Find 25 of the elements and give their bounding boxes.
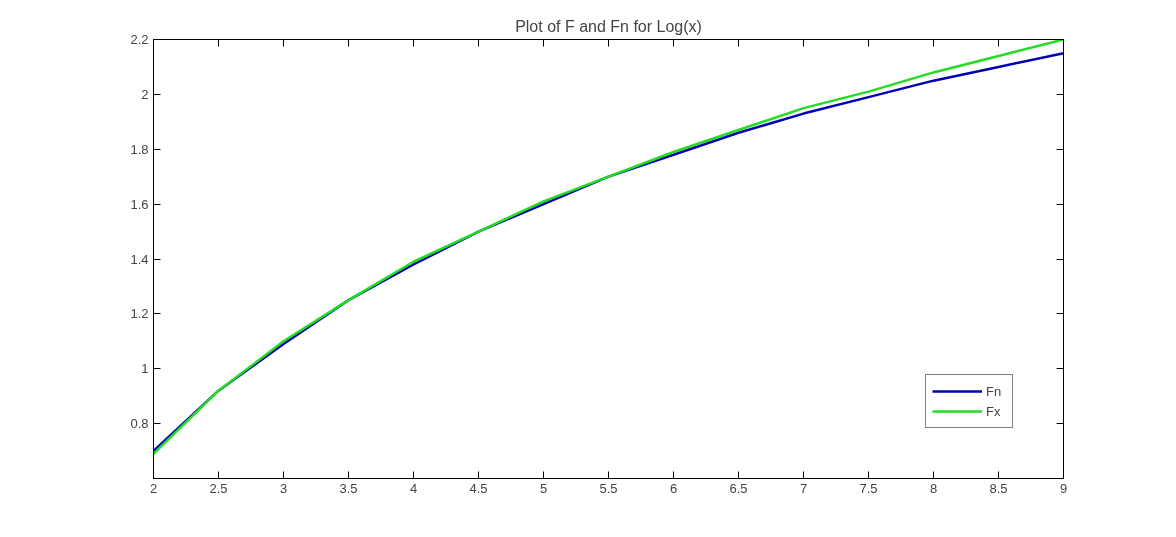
y-tick-label: 2.2 (130, 32, 149, 47)
x-tick-label: 3.5 (339, 480, 358, 496)
x-tick-label: 5 (539, 480, 548, 496)
x-tick-label: 6.5 (729, 480, 748, 496)
legend-label: Fx (986, 403, 1002, 419)
y-tick-label: 2 (141, 86, 149, 102)
x-tick-label: 4 (409, 480, 418, 496)
y-tick-label: 1.8 (130, 141, 149, 157)
x-tick-label: 9 (1059, 480, 1068, 496)
chart-title: Plot of F and Fn for Log(x) (515, 17, 702, 35)
y-tick-label: 1.2 (130, 306, 149, 322)
x-tick-label: 2.5 (209, 480, 228, 496)
y-tick-label: 0.8 (130, 416, 149, 432)
y-tick-label: 1 (141, 361, 149, 377)
x-tick-label: 7.5 (859, 480, 878, 496)
x-tick-label: 8 (929, 480, 938, 496)
y-tick-label: 1.4 (130, 251, 149, 267)
x-tick-label: 6 (669, 480, 678, 496)
legend-label: Fn (986, 383, 1003, 399)
y-tick-label: 1.6 (130, 196, 149, 212)
x-tick-label: 7 (799, 480, 808, 496)
x-tick-label: 4.5 (469, 480, 488, 496)
x-tick-label: 3 (279, 480, 288, 496)
x-tick-label: 5.5 (599, 480, 618, 496)
x-tick-label: 8.5 (989, 480, 1008, 496)
